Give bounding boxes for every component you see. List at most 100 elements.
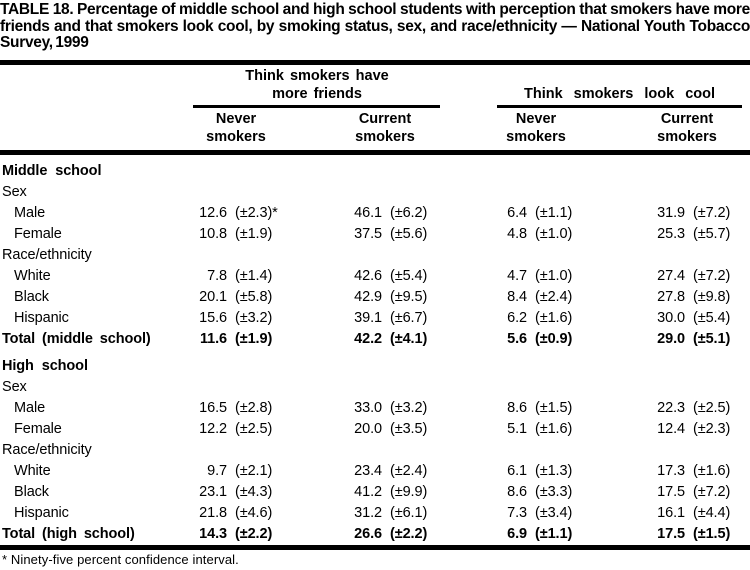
row-label: Middle school xyxy=(2,163,102,179)
value-cell: 42.9 xyxy=(354,289,382,305)
value-cell: 6.4 xyxy=(507,205,527,221)
value-cell: 31.2 xyxy=(354,505,382,521)
column-header: Current smokers xyxy=(355,111,415,145)
table-row: Female 10.8 (±1.9) 37.5 (±5.6) 4.8 (±1.0) 25.3 (… xyxy=(0,224,750,245)
table-row: Race/ethnicity xyxy=(0,245,750,266)
row-label: White xyxy=(14,268,51,284)
spanner-underline-more-friends xyxy=(193,105,440,108)
confidence-interval-cell: (±5.7) xyxy=(693,226,731,242)
value-cell: 23.1 xyxy=(199,484,227,500)
confidence-interval-cell: (±3.2) xyxy=(390,400,428,416)
value-cell: 16.1 xyxy=(657,505,685,521)
value-cell: 4.8 xyxy=(507,226,527,242)
row-label: White xyxy=(14,463,51,479)
table-row: White 9.7 (±2.1) 23.4 (±2.4) 6.1 (±1.3) 17.3 (±1… xyxy=(0,461,750,482)
value-cell: 8.6 xyxy=(507,484,527,500)
table-row: Sex xyxy=(0,377,750,398)
value-cell: 5.6 xyxy=(507,331,527,347)
confidence-interval-cell: (±2.2) xyxy=(235,526,273,542)
table-row: Hispanic 21.8 (±4.6) 31.2 (±6.1) 7.3 (±3.4) 16.… xyxy=(0,503,750,524)
confidence-interval-cell: (±4.6) xyxy=(235,505,273,521)
table-row: Total (high school) 14.3 (±2.2) 26.6 (±2.2) 6… xyxy=(0,524,750,545)
row-label: Race/ethnicity xyxy=(2,247,92,263)
confidence-interval-cell: (±1.0) xyxy=(535,226,573,242)
value-cell: 7.8 xyxy=(207,268,227,284)
value-cell: 12.2 xyxy=(199,421,227,437)
value-cell: 25.3 xyxy=(657,226,685,242)
confidence-interval-cell: (±5.6) xyxy=(390,226,428,242)
row-label: Male xyxy=(14,205,46,221)
table-body: Middle school Sex Male 12.6 (±2.3)* 46.1 (±6.2… xyxy=(0,155,750,545)
table-row: Male 16.5 (±2.8) 33.0 (±3.2) 8.6 (±1.5) 22.3 (±2… xyxy=(0,398,750,419)
confidence-interval-cell: (±1.1) xyxy=(535,526,573,542)
row-label: Sex xyxy=(2,379,27,395)
row-label: Hispanic xyxy=(14,505,69,521)
confidence-interval-cell: (±6.1) xyxy=(390,505,428,521)
confidence-interval-cell: (±5.4) xyxy=(390,268,428,284)
column-header: Never smokers xyxy=(206,111,266,145)
value-cell: 46.1 xyxy=(354,205,382,221)
row-label: Male xyxy=(14,400,46,416)
table-row: Black 23.1 (±4.3) 41.2 (±9.9) 8.6 (±3.3) 17.5 (±… xyxy=(0,482,750,503)
value-cell: 7.3 xyxy=(507,505,527,521)
table-row: Female 12.2 (±2.5) 20.0 (±3.5) 5.1 (±1.6) 12.4 (… xyxy=(0,419,750,440)
row-label: High school xyxy=(2,358,88,374)
value-cell: 31.9 xyxy=(657,205,685,221)
confidence-interval-cell: (±1.4) xyxy=(235,268,273,284)
confidence-interval-cell: (±9.9) xyxy=(390,484,428,500)
row-label: Total (middle school) xyxy=(2,331,151,347)
value-cell: 16.5 xyxy=(199,400,227,416)
table-row: High school xyxy=(0,356,750,377)
confidence-interval-cell: (±2.3) xyxy=(693,421,731,437)
header-rule xyxy=(0,150,750,155)
confidence-interval-cell: (±4.1) xyxy=(390,331,428,347)
top-rule xyxy=(0,60,750,65)
confidence-interval-cell: (±2.5) xyxy=(235,421,273,437)
confidence-interval-cell: (±1.9) xyxy=(235,226,273,242)
value-cell: 10.8 xyxy=(199,226,227,242)
value-cell: 33.0 xyxy=(354,400,382,416)
confidence-interval-cell: (±3.2) xyxy=(235,310,273,326)
value-cell: 39.1 xyxy=(354,310,382,326)
value-cell: 4.7 xyxy=(507,268,527,284)
spanner-underline-look-cool xyxy=(497,105,742,108)
confidence-interval-cell: (±0.9) xyxy=(535,331,573,347)
value-cell: 17.3 xyxy=(657,463,685,479)
column-header: Never smokers xyxy=(506,111,566,145)
confidence-interval-cell: (±2.4) xyxy=(390,463,428,479)
table-row: Total (middle school) 11.6 (±1.9) 42.2 (±4.1… xyxy=(0,329,750,350)
value-cell: 15.6 xyxy=(199,310,227,326)
value-cell: 27.4 xyxy=(657,268,685,284)
confidence-interval-cell: (±2.8) xyxy=(235,400,273,416)
confidence-interval-cell: (±6.7) xyxy=(390,310,428,326)
confidence-interval-cell: (±5.8) xyxy=(235,289,273,305)
value-cell: 23.4 xyxy=(354,463,382,479)
value-cell: 20.0 xyxy=(354,421,382,437)
value-cell: 42.6 xyxy=(354,268,382,284)
value-cell: 6.1 xyxy=(507,463,527,479)
table-row: Middle school xyxy=(0,161,750,182)
value-cell: 22.3 xyxy=(657,400,685,416)
row-label: Female xyxy=(14,421,62,437)
confidence-interval-cell: (±2.3)* xyxy=(235,205,278,221)
row-label: Sex xyxy=(2,184,27,200)
value-cell: 5.1 xyxy=(507,421,527,437)
confidence-interval-cell: (±5.1) xyxy=(693,331,731,347)
row-label: Black xyxy=(14,484,49,500)
table-title: TABLE 18. Percentage of middle school an… xyxy=(0,1,750,51)
confidence-interval-cell: (±3.4) xyxy=(535,505,573,521)
value-cell: 41.2 xyxy=(354,484,382,500)
confidence-interval-cell: (±7.2) xyxy=(693,484,731,500)
table-row: White 7.8 (±1.4) 42.6 (±5.4) 4.7 (±1.0) 27.4 (±7… xyxy=(0,266,750,287)
confidence-interval-cell: (±1.3) xyxy=(535,463,573,479)
value-cell: 6.2 xyxy=(507,310,527,326)
confidence-interval-cell: (±2.1) xyxy=(235,463,273,479)
value-cell: 27.8 xyxy=(657,289,685,305)
table-header: Think smokers have more friends Think sm… xyxy=(0,65,750,150)
confidence-interval-cell: (±9.8) xyxy=(693,289,731,305)
confidence-interval-cell: (±1.0) xyxy=(535,268,573,284)
value-cell: 8.4 xyxy=(507,289,527,305)
confidence-interval-cell: (±2.2) xyxy=(390,526,428,542)
confidence-interval-cell: (±1.6) xyxy=(535,310,573,326)
